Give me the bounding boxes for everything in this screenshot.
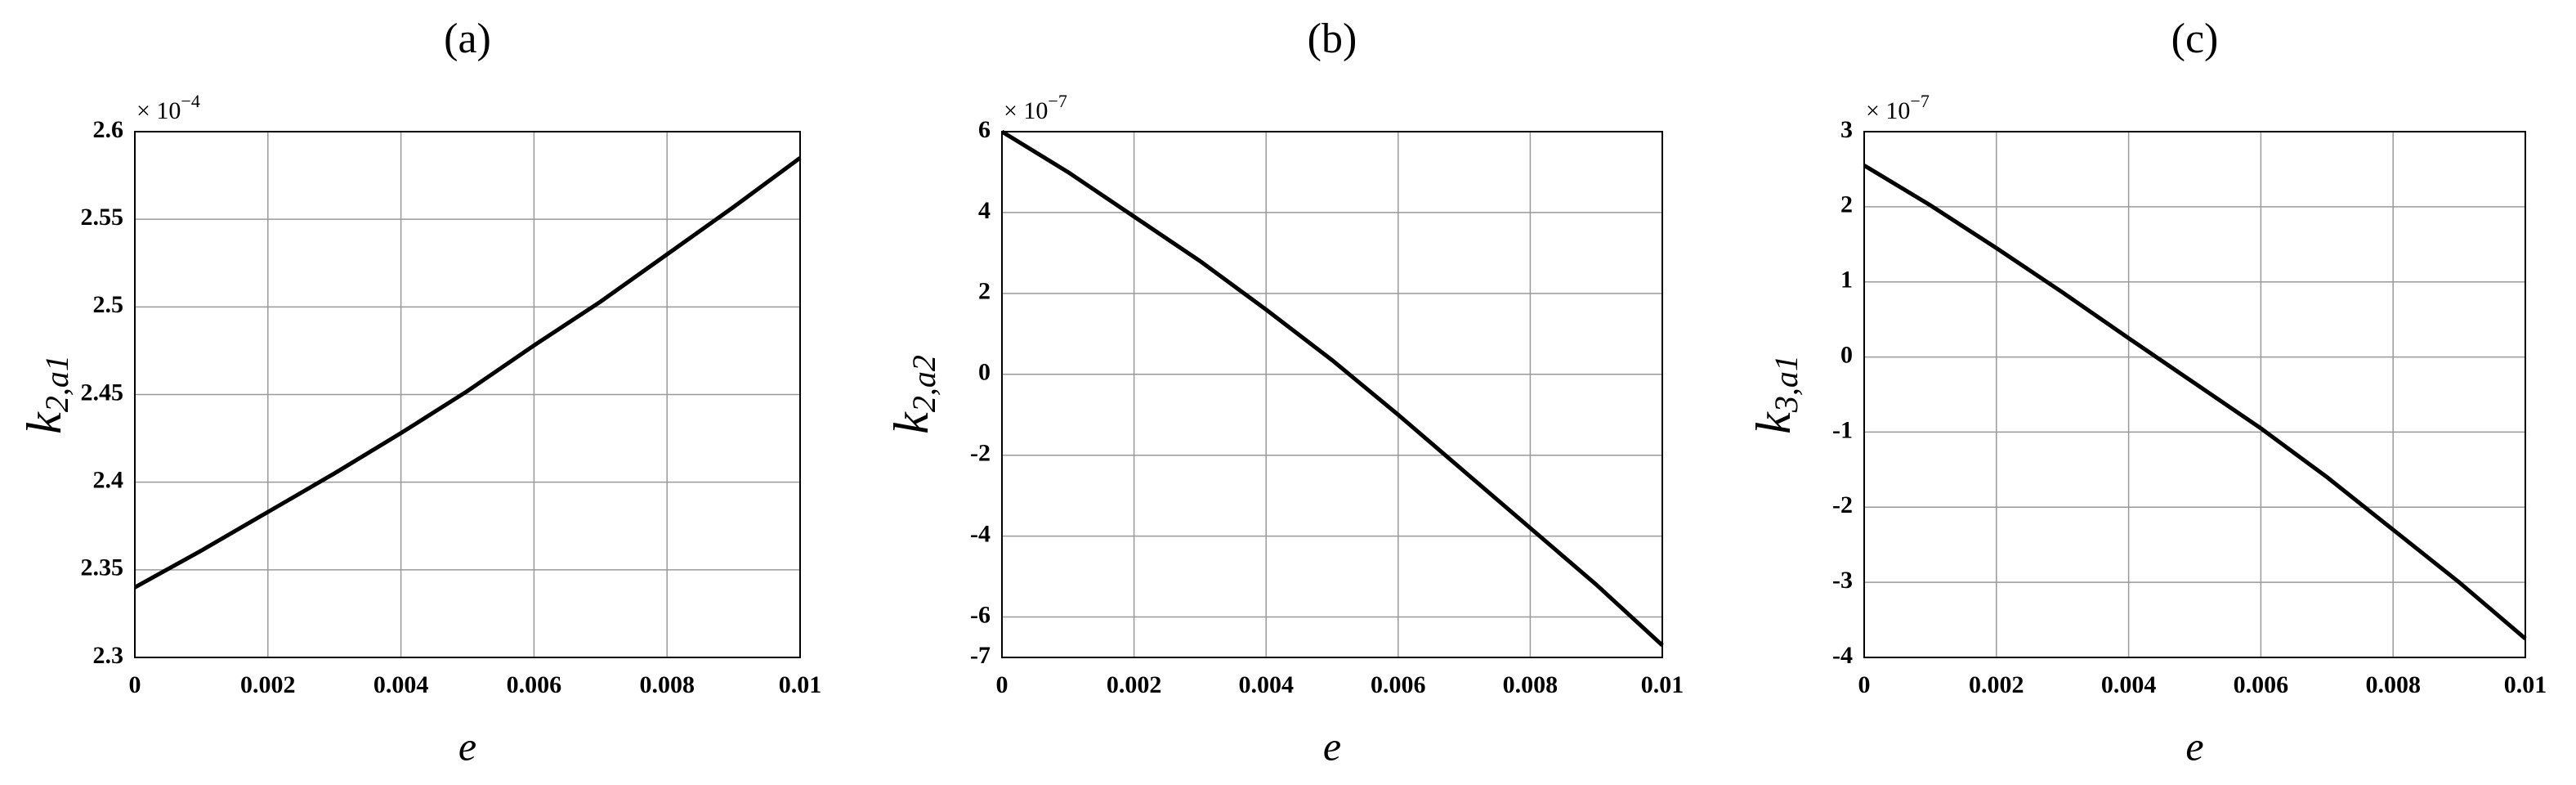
y-label-subscript: 2,a1 [38, 355, 75, 412]
y-tick-label: 1 [1840, 267, 1853, 294]
y-axis-label: k3,a1 [1746, 355, 1805, 434]
x-tick-label: 0.008 [639, 671, 695, 698]
y-tick-label: 2.3 [93, 642, 124, 669]
y-label-symbol: k [17, 411, 71, 434]
x-tick-label: 0.008 [1503, 671, 1559, 698]
chart-title: (c) [2171, 16, 2219, 62]
x-axis-label: e [1323, 723, 1341, 769]
y-label-subscript: 3,a1 [1768, 355, 1805, 413]
y-tick-label: 2.55 [81, 204, 124, 231]
data-line [133, 156, 802, 590]
y-tick-label: -7 [970, 642, 991, 669]
y-axis-label: k2,a1 [17, 355, 75, 434]
x-tick-label: 0.008 [2365, 671, 2421, 698]
multiplier-exponent: −7 [1048, 91, 1067, 111]
y-label-symbol: k [1746, 411, 1800, 434]
x-tick-label: 0 [129, 671, 141, 698]
y-tick-label: -2 [1832, 491, 1853, 518]
x-tick-label: 0 [996, 671, 1008, 698]
y-tick-label: 0 [978, 359, 991, 386]
x-tick-label: 0.006 [507, 671, 562, 698]
y-tick-label: 2 [978, 278, 991, 305]
y-tick-label: -6 [970, 601, 991, 628]
multiplier-base: × 10 [1004, 97, 1048, 124]
y-tick-label: 4 [978, 197, 991, 224]
y-tick-label: 2 [1840, 191, 1853, 218]
multiplier-exponent: −4 [181, 91, 199, 111]
multiplier-base: × 10 [136, 97, 181, 124]
x-tick-label: 0.002 [240, 671, 296, 698]
y-tick-label: 2.6 [93, 116, 124, 143]
y-tick-label: -3 [1832, 567, 1853, 594]
y-tick-label: -4 [970, 521, 991, 548]
x-tick-label: 0.004 [2101, 671, 2157, 698]
y-tick-label: 2.45 [81, 379, 124, 406]
multiplier-base: × 10 [1866, 97, 1910, 124]
axis-multiplier: × 10−4 [136, 91, 200, 124]
y-tick-label: 2.35 [81, 554, 124, 581]
y-tick-label: 6 [978, 116, 991, 143]
x-axis-label: e [2185, 723, 2203, 769]
chart-title: (a) [444, 16, 491, 62]
x-tick-label: 0.002 [1107, 671, 1162, 698]
x-tick-label: 0.01 [2504, 671, 2547, 698]
x-tick-label: 0.01 [779, 671, 822, 698]
plot-frame [134, 131, 801, 658]
data-line [1000, 129, 1664, 648]
x-tick-label: 0 [1858, 671, 1871, 698]
chart-title: (b) [1308, 16, 1357, 62]
axis-multiplier: × 10−7 [1866, 91, 1930, 124]
plot-frame [1863, 131, 2526, 658]
y-label-symbol: k [884, 411, 938, 434]
plot-frame [1001, 131, 1663, 658]
y-tick-label: 2.4 [93, 467, 124, 494]
y-label-subscript: 2,a2 [906, 355, 942, 412]
x-tick-label: 0.004 [1238, 671, 1294, 698]
y-tick-label: -4 [1832, 642, 1853, 669]
multiplier-exponent: −7 [1910, 91, 1929, 111]
y-tick-label: -2 [970, 440, 991, 467]
x-tick-label: 0.006 [2234, 671, 2289, 698]
y-tick-label: -1 [1832, 416, 1853, 443]
y-tick-label: 3 [1840, 116, 1853, 143]
x-tick-label: 0.004 [373, 671, 429, 698]
y-tick-label: 2.5 [93, 291, 124, 318]
x-axis-label: e [458, 723, 476, 769]
data-line [1863, 164, 2527, 640]
x-tick-label: 0.002 [1969, 671, 2024, 698]
axis-multiplier: × 10−7 [1004, 91, 1067, 124]
x-tick-label: 0.01 [1641, 671, 1684, 698]
y-tick-label: 0 [1840, 341, 1853, 368]
x-tick-label: 0.006 [1371, 671, 1426, 698]
y-axis-label: k2,a2 [884, 355, 942, 434]
